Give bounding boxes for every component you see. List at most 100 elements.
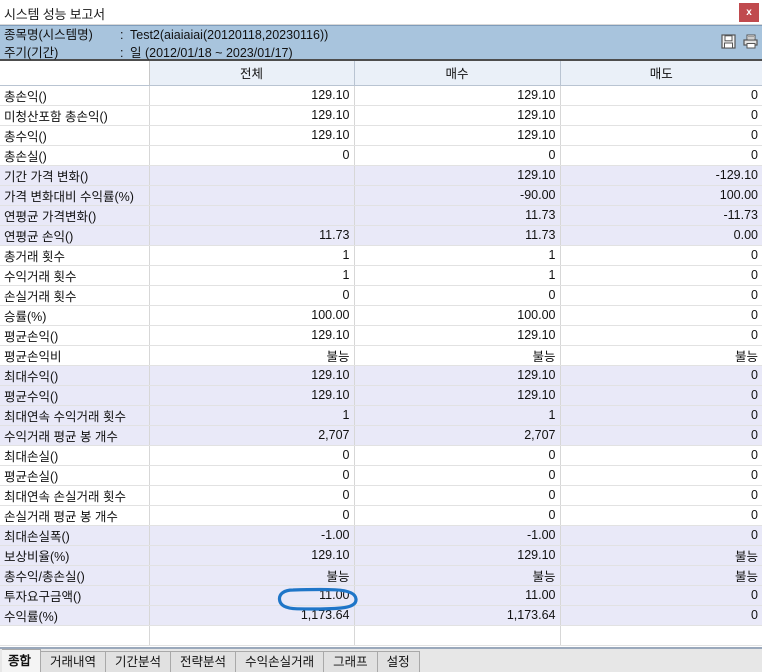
- table-row[interactable]: 총수익() 129.10 129.10 0: [0, 125, 762, 146]
- sell-value-cell: 0: [560, 245, 762, 266]
- table-row[interactable]: 수익률(%) 1,173.64 1,173.64 0: [0, 605, 762, 626]
- table-row[interactable]: [0, 625, 762, 646]
- metric-label: 수익률(%): [0, 605, 150, 626]
- table-row[interactable]: 가격 변화대비 수익률(%) -90.00 100.00: [0, 185, 762, 206]
- table-row[interactable]: 총수익/총손실() 불능 불능 불능: [0, 565, 762, 586]
- buy-value-cell: -1.00: [354, 525, 561, 546]
- metric-label: 총수익/총손실(): [0, 565, 150, 586]
- sell-value-cell: -11.73: [560, 205, 762, 226]
- column-header-sell[interactable]: 매도: [560, 61, 762, 86]
- table-row[interactable]: 수익거래 횟수 1 1 0: [0, 265, 762, 286]
- buy-value-cell: 0: [354, 505, 561, 526]
- table-row[interactable]: 총손실() 0 0 0: [0, 145, 762, 166]
- table-row[interactable]: 총손익() 129.10 129.10 0: [0, 85, 762, 106]
- buy-value-cell: 0: [354, 285, 561, 306]
- print-icon[interactable]: [743, 34, 758, 49]
- metric-label: 평균손실(): [0, 465, 150, 486]
- tab-1[interactable]: 거래내역: [40, 651, 107, 672]
- buy-value-cell: 불능: [354, 345, 561, 366]
- total-value-cell: 0: [149, 465, 355, 486]
- total-value-cell: 129.10: [149, 85, 355, 106]
- table-row[interactable]: 최대수익() 129.10 129.10 0: [0, 365, 762, 386]
- table-row[interactable]: 수익거래 평균 봉 개수 2,707 2,707 0: [0, 425, 762, 446]
- total-value-cell: 1: [149, 265, 355, 286]
- buy-value-cell: 11.73: [354, 205, 561, 226]
- save-icon[interactable]: [721, 34, 736, 49]
- sell-value-cell: 0: [560, 285, 762, 306]
- sell-value-cell: 불능: [560, 545, 762, 566]
- metric-label: 최대손실(): [0, 445, 150, 466]
- table-row[interactable]: 기간 가격 변화() 129.10 -129.10: [0, 165, 762, 186]
- total-value-cell: 1,173.64: [149, 605, 355, 626]
- buy-value-cell: 1,173.64: [354, 605, 561, 626]
- sell-value-cell: 0: [560, 585, 762, 606]
- buy-value-cell: 1: [354, 265, 561, 286]
- sell-value-cell: 0: [560, 385, 762, 406]
- total-value-cell: 0: [149, 145, 355, 166]
- close-button[interactable]: x: [739, 3, 759, 22]
- total-value-cell: 129.10: [149, 545, 355, 566]
- table-row[interactable]: 최대손실() 0 0 0: [0, 445, 762, 466]
- table-row[interactable]: 보상비율(%) 129.10 129.10 불능: [0, 545, 762, 566]
- buy-value-cell: 1: [354, 405, 561, 426]
- table-row[interactable]: 평균손실() 0 0 0: [0, 465, 762, 486]
- period-value: 일 (2012/01/18 ~ 2023/01/17): [130, 46, 293, 60]
- sell-value-cell: 0: [560, 405, 762, 426]
- metric-label: 총수익(): [0, 125, 150, 146]
- performance-table-container: 전체 매수 매도 총손익() 129.10 129.10 0 미청산포함 총손익() 12…: [0, 61, 762, 647]
- table-row[interactable]: 평균손익비 불능 불능 불능: [0, 345, 762, 366]
- tab-6[interactable]: 설정: [376, 651, 420, 672]
- tab-5[interactable]: 그래프: [323, 651, 378, 672]
- sell-value-cell: 0: [560, 325, 762, 346]
- sell-value-cell: 0: [560, 365, 762, 386]
- metric-label: 평균손익(): [0, 325, 150, 346]
- table-row[interactable]: 승률(%) 100.00 100.00 0: [0, 305, 762, 326]
- sell-value-cell: 0.00: [560, 225, 762, 246]
- table-row[interactable]: 손실거래 횟수 0 0 0: [0, 285, 762, 306]
- metric-label: 최대수익(): [0, 365, 150, 386]
- total-value-cell: 2,707: [149, 425, 355, 446]
- table-row[interactable]: 연평균 가격변화() 11.73 -11.73: [0, 205, 762, 226]
- tab-2[interactable]: 기간분석: [105, 651, 172, 672]
- buy-value-cell: -90.00: [354, 185, 561, 206]
- tab-0[interactable]: 종합: [2, 649, 42, 672]
- sell-value-cell: 0: [560, 145, 762, 166]
- table-row[interactable]: 평균손익() 129.10 129.10 0: [0, 325, 762, 346]
- metric-label: 수익거래 평균 봉 개수: [0, 425, 150, 446]
- column-header-metric[interactable]: [0, 61, 150, 86]
- buy-value-cell: 100.00: [354, 305, 561, 326]
- table-row[interactable]: 최대연속 수익거래 횟수 1 1 0: [0, 405, 762, 426]
- table-row[interactable]: 연평균 손익() 11.73 11.73 0.00: [0, 225, 762, 246]
- table-row[interactable]: 손실거래 평균 봉 개수 0 0 0: [0, 505, 762, 526]
- total-value-cell: 0: [149, 505, 355, 526]
- table-row[interactable]: 평균수익() 129.10 129.10 0: [0, 385, 762, 406]
- metric-label: 손실거래 평균 봉 개수: [0, 505, 150, 526]
- total-value-cell: 11.73: [149, 225, 355, 246]
- total-value-cell: -1.00: [149, 525, 355, 546]
- tab-4[interactable]: 수익손실거래: [235, 651, 325, 672]
- tab-bar-endcap: [418, 651, 429, 672]
- buy-value-cell: 129.10: [354, 385, 561, 406]
- sell-value-cell: 0: [560, 465, 762, 486]
- buy-value-cell: 0: [354, 465, 561, 486]
- table-row[interactable]: 최대손실폭() -1.00 -1.00 0: [0, 525, 762, 546]
- metric-label: 최대손실폭(): [0, 525, 150, 546]
- table-row[interactable]: 총거래 횟수 1 1 0: [0, 245, 762, 266]
- table-row[interactable]: 투자요구금액() 11.00 11.00 0: [0, 585, 762, 606]
- total-value-cell: 129.10: [149, 325, 355, 346]
- column-header-total[interactable]: 전체: [149, 61, 355, 86]
- table-row[interactable]: 미청산포함 총손익() 129.10 129.10 0: [0, 105, 762, 126]
- metric-label: 미청산포함 총손익(): [0, 105, 150, 126]
- period-colon: :: [120, 46, 124, 60]
- buy-value-cell: 129.10: [354, 365, 561, 386]
- system-name-value: Test2(aiaiaiai(20120118,20230116)): [130, 28, 329, 42]
- tab-3[interactable]: 전략분석: [170, 651, 237, 672]
- infobar-actions: [721, 34, 758, 49]
- system-name-label: 종목명(시스템명): [4, 28, 93, 42]
- table-body: 총손익() 129.10 129.10 0 미청산포함 총손익() 129.10 129.1…: [0, 85, 762, 646]
- table-row[interactable]: 최대연속 손실거래 횟수 0 0 0: [0, 485, 762, 506]
- total-value-cell: [149, 625, 355, 646]
- total-value-cell: 1: [149, 245, 355, 266]
- column-header-buy[interactable]: 매수: [354, 61, 561, 86]
- buy-value-cell: 129.10: [354, 165, 561, 186]
